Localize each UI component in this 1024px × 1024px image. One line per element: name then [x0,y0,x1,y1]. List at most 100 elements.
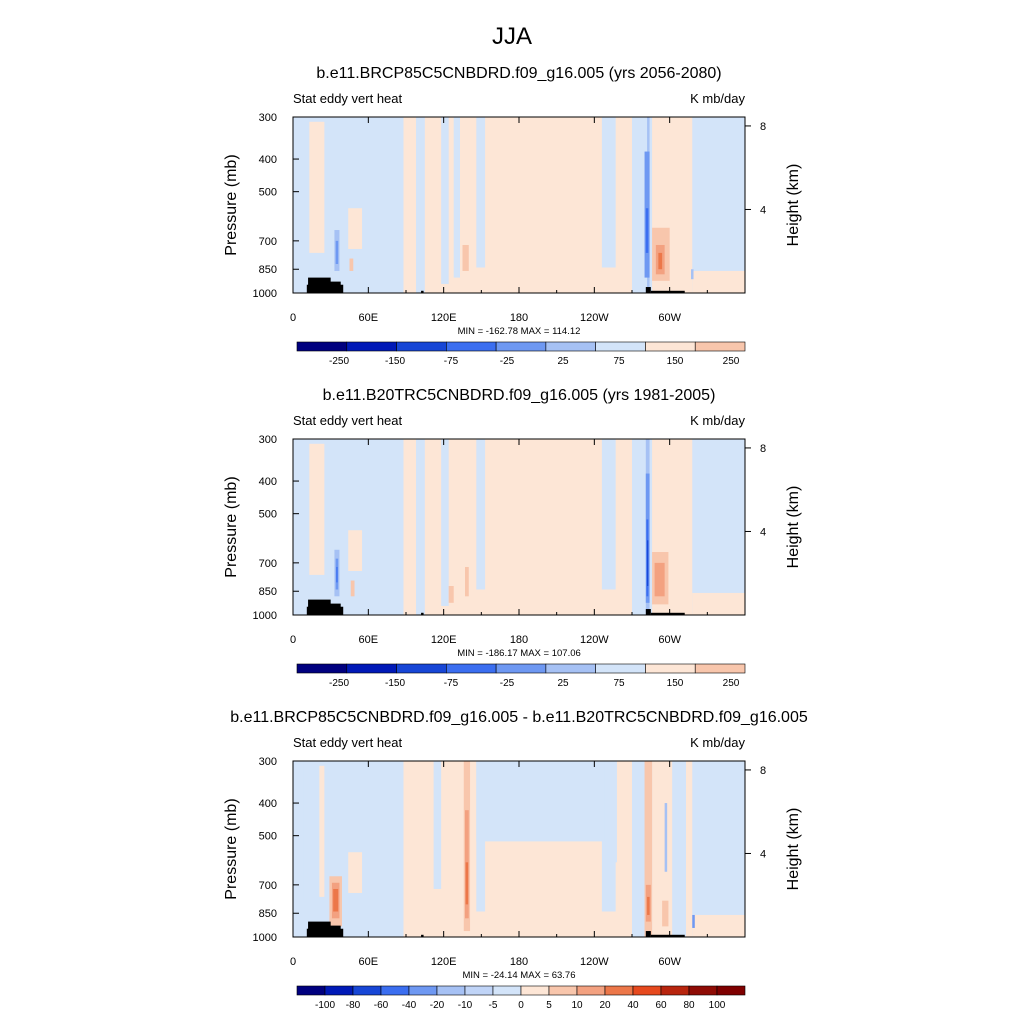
colorbar-label: 60 [655,1000,667,1011]
x-tick-label: 60E [359,634,379,646]
colorbar-label: 150 [667,356,684,367]
y-tick-label: 500 [259,831,277,843]
y-tick-label: 300 [259,434,277,446]
contour-region [416,439,425,615]
x-tick-label: 120E [431,312,457,324]
colorbar-label: 250 [723,678,740,689]
contour-region [448,585,454,603]
colorbar-box [645,341,696,352]
contour-region [471,267,622,293]
contour-region [303,761,320,901]
colorbar-box [464,985,494,996]
contour-region [433,761,442,889]
y-tick-label: 700 [259,880,277,892]
land-mask [308,599,331,615]
x-tick-label: 120E [431,956,457,968]
colorbar-box [548,985,578,996]
colorbar-label: 250 [723,356,740,367]
x-tick-label: 0 [290,634,296,646]
contour-region [471,589,622,615]
panel-title: b.e11.BRCP85C5CNBDRD.f09_g16.005 (yrs 20… [316,65,721,82]
chart-panel-3: b.e11.BRCP85C5CNBDRD.f09_g16.005 - b.e11… [223,709,808,1011]
contour-region [350,580,355,597]
colorbar-label: 40 [627,1000,639,1011]
contour-region [615,117,632,293]
contour-region [476,761,605,842]
colorbar: -100 -80 -60 -40 -20 -10 -5 0 5 10 20 40 60 80 100 [296,985,746,1011]
colorbar: -250 -150 -75 -25 25 75 150 250 [296,341,746,367]
y-tick-label: 300 [259,112,277,124]
y-tick-label: 1000 [253,610,277,622]
contour-region [336,566,338,583]
contour-region [662,900,669,927]
colorbar-label: 10 [571,1000,583,1011]
contour-region [349,258,354,271]
y-axis-label: Pressure (mb) [223,798,240,899]
contour-region [672,761,686,937]
right-label: K mb/day [690,91,745,106]
contour-region [692,914,745,937]
contour-region [348,208,363,249]
y-tick-label: 850 [259,586,277,598]
land-mask [650,290,685,293]
contour-region [658,252,663,270]
x-tick-label: 120E [431,634,457,646]
min-max-stats: MIN = -24.14 MAX = 63.76 [462,970,575,981]
right-label: K mb/day [690,735,745,750]
x-tick-label: 60W [658,956,681,968]
min-max-stats: MIN = -186.17 MAX = 107.06 [457,648,581,659]
colorbar-label: 25 [557,678,569,689]
panel-title: b.e11.BRCP85C5CNBDRD.f09_g16.005 - b.e11… [230,709,808,726]
contour-region [647,896,650,915]
contour-field [293,761,745,937]
y-tick-label: 1000 [253,932,277,944]
contour-region [309,121,325,253]
colorbar-box [576,985,606,996]
colorbar-label: -100 [315,1000,335,1011]
colorbar-box [694,663,746,674]
colorbar-box [688,985,718,996]
colorbar-box [495,341,547,352]
contour-region [453,117,460,278]
colorbar-label: -40 [402,1000,417,1011]
y-tick-label: 850 [259,908,277,920]
colorbar-label: -60 [374,1000,389,1011]
contour-region [664,803,668,872]
colorbar-box [595,341,646,352]
contour-region [691,269,694,280]
figure-title: JJA [492,23,532,50]
y-tick-label: 500 [259,509,277,521]
contour-region [426,439,434,550]
land-mask [328,603,341,615]
contour-region [647,540,649,586]
colorbar-box [694,341,746,352]
y-tick-label: 700 [259,558,277,570]
x-tick-label: 180 [510,312,528,324]
colorbar-box [660,985,690,996]
colorbar-box [324,985,354,996]
contour-region [441,439,449,606]
colorbar-label: -150 [385,678,405,689]
colorbar-box [604,985,634,996]
colorbar-label: 75 [613,678,625,689]
colorbar-label: 25 [557,356,569,367]
contour-region [309,443,325,575]
colorbar-box [446,663,497,674]
land-mask [645,287,651,293]
colorbar-label: 5 [546,1000,552,1011]
contour-region [615,761,632,937]
contour-region [441,117,449,284]
x-tick-label: 60E [359,956,379,968]
y2-tick-label: 8 [760,443,766,455]
left-label: Stat eddy vert heat [293,91,403,106]
x-tick-label: 180 [510,956,528,968]
x-tick-label: 120W [580,312,609,324]
x-tick-label: 180 [510,634,528,646]
colorbar-box [408,985,438,996]
land-mask [650,934,685,937]
colorbar-label: 150 [667,678,684,689]
colorbar-box [436,985,466,996]
y-tick-label: 700 [259,236,277,248]
contour-region [335,240,339,264]
panel-title: b.e11.B20TRC5CNBDRD.f09_g16.005 (yrs 198… [323,387,716,404]
